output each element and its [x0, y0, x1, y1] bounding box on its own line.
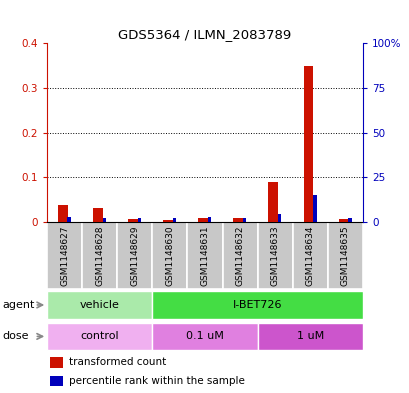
Text: GSM1148634: GSM1148634: [305, 225, 314, 286]
Bar: [93, 208, 103, 222]
Bar: [47, 291, 152, 319]
Text: agent: agent: [2, 300, 34, 310]
Bar: [47, 323, 152, 350]
Text: 1 uM: 1 uM: [296, 331, 323, 342]
Text: GSM1148635: GSM1148635: [340, 225, 349, 286]
Text: control: control: [80, 331, 119, 342]
Bar: [198, 218, 208, 222]
Bar: [292, 222, 327, 289]
Bar: [187, 222, 222, 289]
Bar: [102, 218, 106, 222]
Bar: [327, 222, 362, 289]
Text: transformed count: transformed count: [69, 357, 166, 367]
Bar: [152, 222, 187, 289]
Text: GSM1148627: GSM1148627: [60, 225, 69, 286]
Bar: [233, 219, 243, 222]
Bar: [312, 195, 316, 222]
Bar: [152, 323, 257, 350]
Bar: [50, 376, 63, 386]
Text: GSM1148630: GSM1148630: [165, 225, 174, 286]
Bar: [257, 323, 362, 350]
Bar: [303, 66, 312, 222]
Bar: [50, 357, 63, 367]
Bar: [257, 222, 292, 289]
Text: dose: dose: [2, 331, 29, 342]
Bar: [268, 182, 278, 222]
Bar: [222, 222, 257, 289]
Bar: [137, 219, 141, 222]
Bar: [152, 291, 362, 319]
Bar: [338, 219, 348, 222]
Bar: [128, 219, 138, 222]
Text: 0.1 uM: 0.1 uM: [186, 331, 223, 342]
Bar: [163, 220, 173, 222]
Text: GSM1148628: GSM1148628: [95, 225, 104, 286]
Text: GSM1148631: GSM1148631: [200, 225, 209, 286]
Title: GDS5364 / ILMN_2083789: GDS5364 / ILMN_2083789: [118, 28, 291, 40]
Bar: [172, 218, 176, 222]
Bar: [277, 214, 281, 222]
Text: percentile rank within the sample: percentile rank within the sample: [69, 376, 245, 386]
Bar: [242, 218, 246, 222]
Bar: [117, 222, 152, 289]
Text: vehicle: vehicle: [80, 300, 119, 310]
Text: GSM1148633: GSM1148633: [270, 225, 279, 286]
Text: GSM1148629: GSM1148629: [130, 225, 139, 286]
Text: GSM1148632: GSM1148632: [235, 225, 244, 286]
Bar: [47, 222, 82, 289]
Bar: [82, 222, 117, 289]
Bar: [58, 205, 67, 222]
Bar: [67, 217, 71, 222]
Bar: [347, 219, 351, 222]
Text: I-BET726: I-BET726: [232, 300, 282, 310]
Bar: [207, 217, 211, 222]
